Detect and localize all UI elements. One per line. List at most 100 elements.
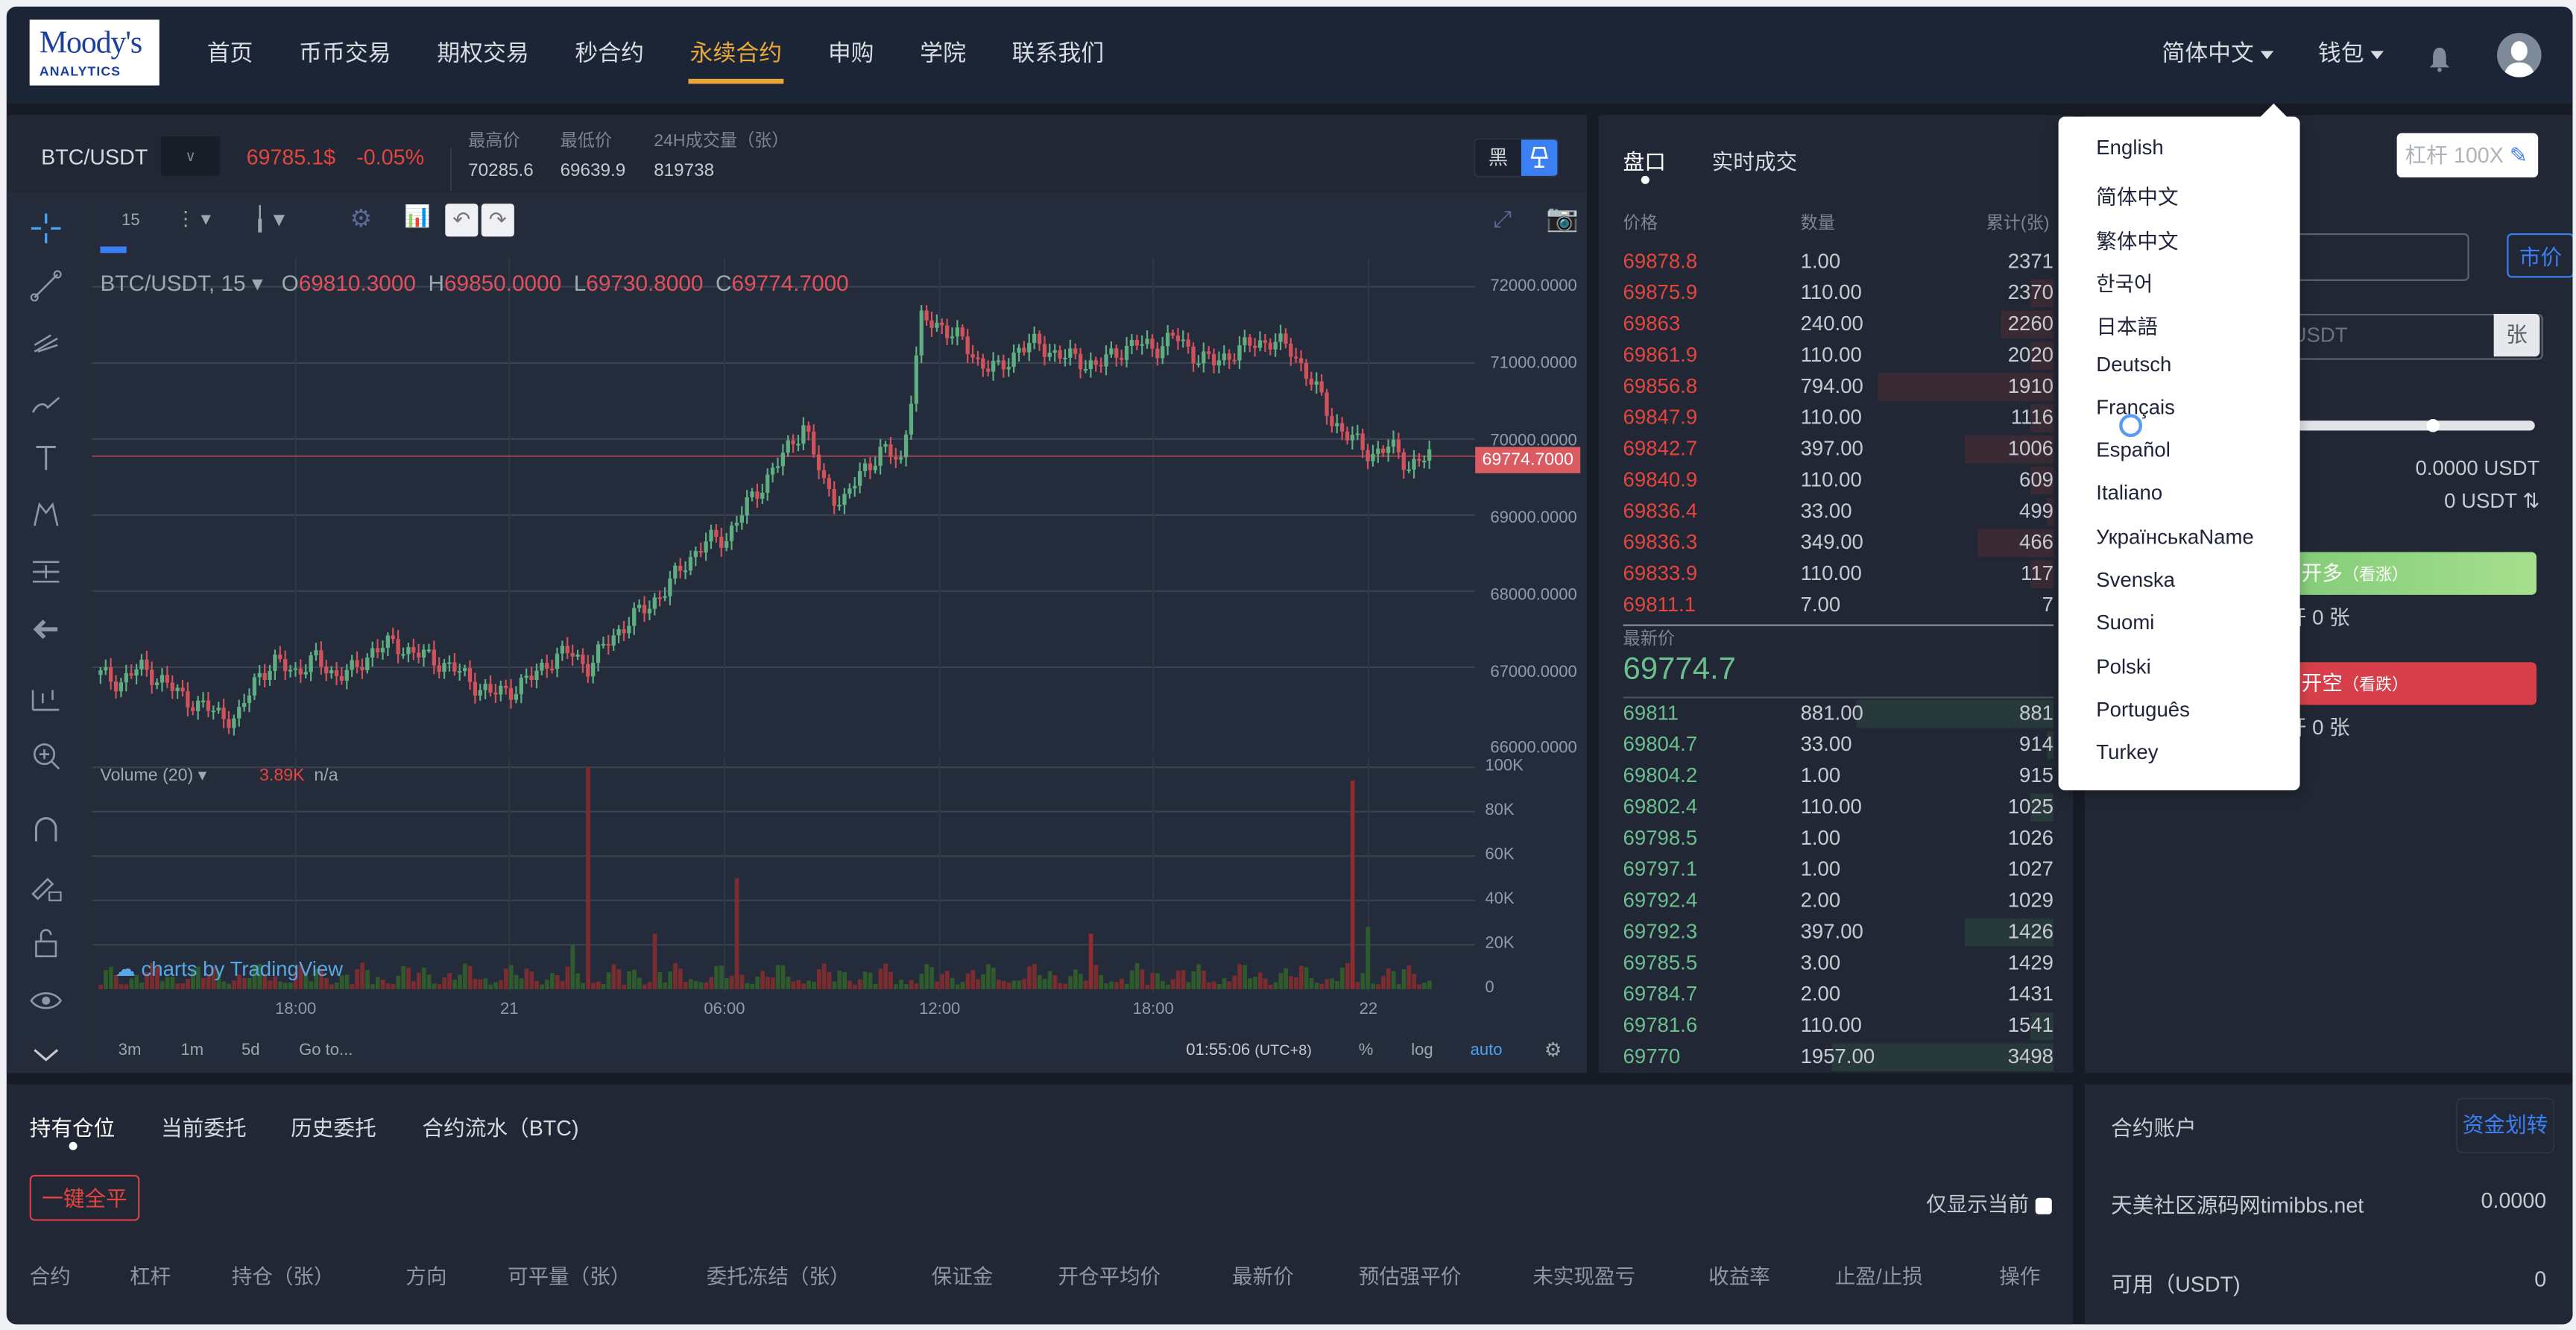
pitchfork-icon[interactable] bbox=[28, 325, 63, 361]
crosshair-icon[interactable] bbox=[28, 210, 63, 246]
avatar[interactable] bbox=[2497, 33, 2542, 78]
theme-toggle[interactable]: 黑 bbox=[1473, 138, 1559, 178]
bid-row[interactable]: 69792.4 2.00 1029 bbox=[1623, 886, 2053, 917]
language-option[interactable]: Deutsch bbox=[2096, 352, 2172, 376]
chevron-down-icon[interactable] bbox=[28, 1037, 63, 1073]
language-option[interactable]: 繁体中文 bbox=[2096, 229, 2179, 253]
fullscreen-icon[interactable]: ⤢ bbox=[1493, 205, 1512, 232]
measure-icon[interactable] bbox=[28, 554, 63, 590]
indicator-ruler-icon[interactable] bbox=[28, 680, 63, 716]
nav-home[interactable]: 首页 bbox=[206, 39, 253, 66]
ask-row[interactable]: 69842.7 397.00 1006 bbox=[1623, 434, 2053, 465]
magnet-icon[interactable] bbox=[28, 812, 63, 848]
ask-row[interactable]: 69840.9 110.00 609 bbox=[1623, 465, 2053, 497]
moodys-logo[interactable]: Moody's ANALYTICS bbox=[29, 19, 160, 86]
candlestick-plot[interactable] bbox=[92, 258, 1476, 751]
close-all-button[interactable]: 一键全平 bbox=[29, 1174, 140, 1221]
nav-options[interactable]: 期权交易 bbox=[437, 39, 529, 66]
bid-row[interactable]: 69804.2 1.00 915 bbox=[1623, 760, 2053, 792]
language-option[interactable]: Português bbox=[2096, 698, 2190, 722]
bid-row[interactable]: 69784.7 2.00 1431 bbox=[1623, 980, 2053, 1011]
range-3m[interactable]: 3m bbox=[118, 1041, 142, 1060]
legend-symbol[interactable]: BTC/USDT, 15 bbox=[100, 271, 246, 296]
tab-positions[interactable]: 持有仓位 bbox=[29, 1115, 116, 1141]
eye-icon[interactable] bbox=[28, 983, 63, 1018]
bid-row[interactable]: 69770 1957.00 3498 bbox=[1623, 1041, 2053, 1073]
ask-row[interactable]: 69836.3 349.00 466 bbox=[1623, 527, 2053, 558]
language-option[interactable]: Svenska bbox=[2096, 568, 2175, 592]
text-icon[interactable] bbox=[28, 441, 63, 476]
redo-button[interactable]: ↷ bbox=[481, 204, 514, 237]
tab-open-orders[interactable]: 当前委托 bbox=[160, 1115, 247, 1141]
ask-row[interactable]: 69863 240.00 2260 bbox=[1623, 309, 2053, 340]
zoom-in-icon[interactable] bbox=[28, 738, 63, 774]
language-selector[interactable]: 简体中文 bbox=[2162, 36, 2274, 69]
ask-row[interactable]: 69856.8 794.00 1910 bbox=[1623, 371, 2053, 403]
log-scale-toggle[interactable]: log bbox=[1411, 1041, 1433, 1060]
language-option[interactable]: Italiano bbox=[2096, 482, 2163, 505]
language-option[interactable]: English bbox=[2096, 136, 2164, 160]
ask-row[interactable]: 69811.1 7.00 7 bbox=[1623, 590, 2053, 621]
auto-scale-toggle[interactable]: auto bbox=[1470, 1041, 1503, 1060]
goto-date[interactable]: Go to... bbox=[299, 1041, 353, 1060]
bid-row[interactable]: 69802.4 110.00 1025 bbox=[1623, 792, 2053, 823]
language-option[interactable]: 简体中文 bbox=[2096, 186, 2179, 209]
market-price-button[interactable]: 市价 bbox=[2507, 233, 2573, 278]
only-current-checkbox[interactable] bbox=[2035, 1197, 2052, 1214]
volume-plot[interactable] bbox=[92, 757, 1476, 993]
tab-trades[interactable]: 实时成交 bbox=[1711, 149, 1798, 174]
language-option[interactable]: Español bbox=[2096, 438, 2171, 462]
ask-row[interactable]: 69833.9 110.00 117 bbox=[1623, 558, 2053, 590]
ask-row[interactable]: 69847.9 110.00 1116 bbox=[1623, 403, 2053, 434]
bid-row[interactable]: 69792.3 397.00 1426 bbox=[1623, 917, 2053, 948]
wallet-menu[interactable]: 钱包 bbox=[2318, 36, 2384, 69]
dark-theme-option[interactable]: 黑 bbox=[1488, 146, 1509, 170]
ask-row[interactable]: 69875.9 110.00 2370 bbox=[1623, 277, 2053, 309]
tab-contract-flow[interactable]: 合约流水（BTC) bbox=[422, 1115, 579, 1141]
range-1m[interactable]: 1m bbox=[180, 1041, 204, 1060]
settings-gear-icon[interactable]: ⚙ bbox=[350, 205, 373, 233]
nav-perpetual[interactable]: 永续合约 bbox=[688, 7, 784, 104]
bid-row[interactable]: 69797.1 1.00 1027 bbox=[1623, 854, 2053, 886]
slider-step[interactable] bbox=[2426, 419, 2440, 432]
camera-icon[interactable]: 📷 bbox=[1545, 205, 1579, 233]
language-option[interactable]: Turkey bbox=[2096, 741, 2159, 765]
language-option[interactable]: Polski bbox=[2096, 655, 2151, 678]
ask-row[interactable]: 69878.8 1.00 2371 bbox=[1623, 247, 2053, 278]
nav-second-contract[interactable]: 秒合约 bbox=[575, 39, 644, 66]
range-5d[interactable]: 5d bbox=[241, 1041, 260, 1060]
percent-scale-toggle[interactable]: % bbox=[1358, 1041, 1374, 1060]
bell-icon[interactable] bbox=[2428, 46, 2452, 72]
indicators-icon[interactable]: 📊 bbox=[404, 204, 431, 229]
language-option[interactable]: 日本語 bbox=[2096, 315, 2158, 339]
candle-type-icon[interactable]: ╽ ▾ bbox=[253, 205, 285, 232]
bid-row[interactable]: 69785.5 3.00 1429 bbox=[1623, 948, 2053, 980]
ask-row[interactable]: 69861.9 110.00 2020 bbox=[1623, 340, 2053, 371]
settings-gear-icon[interactable]: ⚙ bbox=[1544, 1038, 1562, 1062]
language-option[interactable]: Suomi bbox=[2096, 611, 2155, 635]
leverage-button[interactable]: 杠杆 100X ✎ bbox=[2396, 133, 2539, 178]
trend-line-icon[interactable] bbox=[28, 268, 63, 303]
nav-academy[interactable]: 学院 bbox=[920, 39, 966, 66]
nav-spot[interactable]: 币币交易 bbox=[299, 39, 391, 66]
bid-row[interactable]: 69781.6 110.00 1541 bbox=[1623, 1010, 2053, 1041]
transfer-button[interactable]: 资金划转 bbox=[2455, 1097, 2555, 1154]
tab-orderbook[interactable]: 盘口 bbox=[1623, 149, 1666, 174]
time-axis[interactable]: 18:00 21 06:00 12:00 18:00 22 bbox=[92, 1000, 1475, 1027]
brush-icon[interactable] bbox=[28, 383, 63, 419]
bid-row[interactable]: 69811 881.00 881 bbox=[1623, 699, 2053, 730]
ask-row[interactable]: 69836.4 33.00 499 bbox=[1623, 497, 2053, 528]
unlock-icon[interactable] bbox=[28, 925, 63, 961]
language-option[interactable]: УкраїнськаName bbox=[2096, 525, 2254, 549]
price-chart[interactable]: 15 ⋮ ▾ ╽ ▾ ⚙ 📊 ↶ ↷ ⤢ 📷 BTC/USDT, 15 ▾ O6… bbox=[6, 192, 1588, 1074]
language-option[interactable]: 한국어 bbox=[2096, 272, 2153, 296]
volume-legend-label[interactable]: Volume (20) bbox=[100, 766, 194, 786]
more-intervals-icon[interactable]: ⋮ ▾ bbox=[175, 207, 211, 230]
lock-drawings-icon[interactable] bbox=[28, 869, 63, 905]
tradingview-watermark[interactable]: ☁ charts by TradingView bbox=[115, 957, 344, 981]
tab-order-history[interactable]: 历史委托 bbox=[291, 1115, 376, 1141]
bid-row[interactable]: 69798.5 1.00 1026 bbox=[1623, 823, 2053, 854]
only-current-toggle[interactable]: 仅显示当前 bbox=[1926, 1186, 2052, 1217]
light-theme-option[interactable] bbox=[1521, 139, 1558, 176]
pattern-icon[interactable] bbox=[28, 497, 63, 532]
